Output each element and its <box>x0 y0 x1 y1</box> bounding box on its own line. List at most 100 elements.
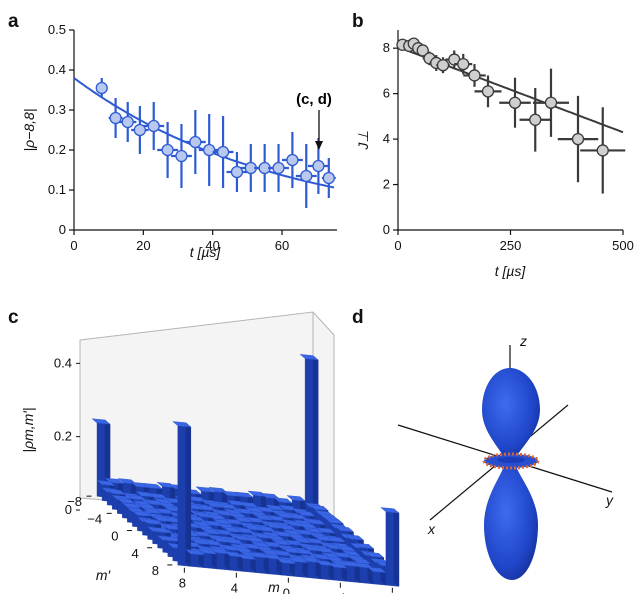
x-tick-label: 250 <box>500 238 522 253</box>
chart-c-xlabel: m <box>268 579 280 594</box>
bar-top <box>151 527 172 534</box>
bar-top <box>324 518 344 525</box>
bar-top <box>116 498 136 505</box>
m-tick-label: −4 <box>331 591 346 594</box>
chart-a-xlabel: t [µs] <box>190 244 222 260</box>
x-tick-label: 40 <box>205 238 219 253</box>
bar-top <box>309 504 329 511</box>
panel-label-c: c <box>8 307 19 328</box>
equatorial-ring-inner <box>497 457 525 463</box>
x-tick-label: 500 <box>612 238 634 253</box>
axis-label-z: z <box>519 333 527 349</box>
data-point <box>529 113 542 126</box>
chart-a-annotation: (c, d) <box>296 91 332 108</box>
bar-top <box>344 534 365 541</box>
data-point <box>175 149 188 163</box>
chart-a: 0 20 40 60 0 0.1 0.2 0.3 0.4 0.5 t [µs] |ρ−8,8| (… <box>21 22 337 260</box>
data-point <box>571 132 585 146</box>
data-point <box>230 165 244 179</box>
x-tick-label: 0 <box>394 238 401 253</box>
bar-top <box>121 502 141 509</box>
data-point <box>95 81 108 95</box>
bar-top <box>299 354 319 361</box>
chart-c-ylabel: m′ <box>96 567 112 583</box>
data-point <box>121 115 134 129</box>
axis-label-x: x <box>427 521 436 537</box>
mp-tick-label: −8 <box>67 494 82 509</box>
bar-top <box>91 418 111 425</box>
chart-b-ylabel: J⊥ <box>355 130 371 150</box>
bar-top <box>334 526 355 533</box>
mp-tick-label: −4 <box>87 511 102 526</box>
y-tick-label: 0.1 <box>48 182 66 197</box>
lower-lobe <box>484 466 538 580</box>
y-tick-label: 0 <box>383 222 390 237</box>
data-point <box>300 169 313 183</box>
bar-top <box>172 421 192 428</box>
bar-top <box>96 479 116 487</box>
data-point <box>544 96 558 109</box>
data-point <box>436 59 450 72</box>
data-point <box>468 69 481 82</box>
data-point <box>416 44 429 57</box>
upper-lobe <box>482 368 540 458</box>
m-tick-label: 0 <box>283 586 290 594</box>
data-point <box>508 96 522 109</box>
panel-label-d: d <box>352 307 364 328</box>
data-point <box>596 144 609 157</box>
y-tick-label: 0.4 <box>48 62 66 77</box>
data-point <box>457 57 470 71</box>
data-point <box>272 161 285 175</box>
x-tick-label: 60 <box>275 238 289 253</box>
bar-top <box>380 507 400 514</box>
bar-top <box>364 551 385 558</box>
z-tick-label: 0.2 <box>54 429 72 444</box>
m-tick-label: 4 <box>231 581 238 594</box>
panel-label-a: a <box>8 11 19 32</box>
data-point <box>161 143 174 157</box>
chart-c-back-wall <box>79 311 335 519</box>
annotation-arrowhead <box>315 141 323 150</box>
data-point <box>312 159 325 173</box>
bar-top <box>141 518 162 525</box>
y-tick-label: 0.5 <box>48 22 66 37</box>
data-point <box>109 111 122 125</box>
bar-top <box>131 510 152 517</box>
m-tick-label: 8 <box>179 576 186 591</box>
panel-label-b: b <box>352 11 364 32</box>
y-tick-label: 0.2 <box>48 142 66 157</box>
z-tick-label: 0 <box>65 502 72 517</box>
data-point <box>133 123 147 137</box>
x-tick-label: 20 <box>136 238 150 253</box>
y-tick-label: 2 <box>383 177 390 192</box>
bar-face <box>312 355 319 518</box>
y-tick-label: 6 <box>383 86 390 101</box>
data-point <box>481 85 495 98</box>
data-point <box>216 145 230 159</box>
mp-tick-label: 0 <box>111 529 118 544</box>
chart-b-xlabel: t [µs] <box>495 263 527 279</box>
chart-d: z y x <box>397 333 614 580</box>
bar-top <box>354 542 375 549</box>
bar-face <box>393 508 400 587</box>
data-point <box>147 119 160 133</box>
x-tick-label: 0 <box>70 238 77 253</box>
bar-top <box>106 488 126 495</box>
chart-c-zlabel: |ρm,m′| <box>20 407 36 452</box>
y-tick-label: 4 <box>383 131 390 146</box>
data-point <box>322 171 335 185</box>
data-point <box>286 153 299 167</box>
chart-a-ylabel: |ρ−8,8| <box>21 109 37 152</box>
y-tick-label: 0.3 <box>48 102 66 117</box>
data-point <box>189 135 202 149</box>
axis-label-y: y <box>605 492 614 508</box>
mp-tick-label: 8 <box>152 563 159 578</box>
chart-b: 0 250 500 0 2 4 6 8 t [µs] J⊥ <box>355 30 634 279</box>
y-tick-label: 0 <box>59 222 66 237</box>
bar-face <box>185 422 192 567</box>
z-tick-label: 0.4 <box>54 355 72 370</box>
y-tick-label: 8 <box>383 40 390 55</box>
mp-tick-label: 4 <box>132 546 139 561</box>
